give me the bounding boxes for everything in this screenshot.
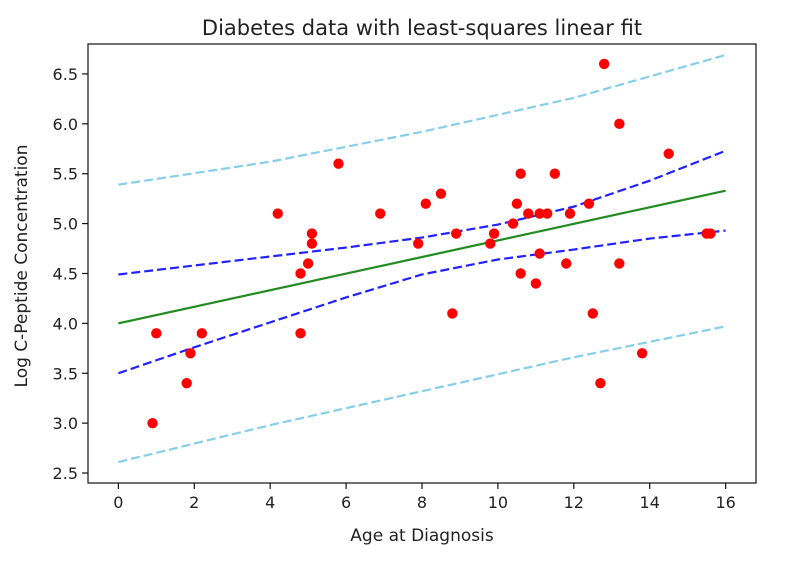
chart-title: Diabetes data with least-squares linear … xyxy=(202,16,642,40)
x-tick-label: 16 xyxy=(715,493,735,512)
x-axis-label: Age at Diagnosis xyxy=(350,526,494,546)
data-point xyxy=(542,208,553,219)
data-point xyxy=(534,208,545,219)
y-tick-label: 5.5 xyxy=(53,165,78,184)
data-point xyxy=(595,378,606,389)
data-point xyxy=(561,258,572,269)
data-point xyxy=(181,378,192,389)
data-point xyxy=(272,208,283,219)
x-tick-label: 8 xyxy=(417,493,427,512)
data-point xyxy=(333,158,344,169)
data-point xyxy=(420,198,431,209)
data-point xyxy=(413,238,424,249)
series-layer xyxy=(118,53,727,464)
y-tick-label: 6.0 xyxy=(53,115,78,134)
data-point xyxy=(196,328,208,339)
x-tick-label: 2 xyxy=(189,493,199,512)
data-point xyxy=(302,258,314,269)
data-point xyxy=(485,238,496,249)
data-point xyxy=(564,208,576,219)
data-point xyxy=(614,118,625,130)
data-point xyxy=(705,228,716,239)
data-point xyxy=(447,308,458,319)
data-point xyxy=(523,208,534,219)
prediction-band-lower xyxy=(118,325,726,464)
data-point xyxy=(515,268,526,279)
y-tick-label: 2.5 xyxy=(53,464,78,483)
data-point xyxy=(185,348,196,359)
y-tick-label: 5.0 xyxy=(53,215,78,234)
data-point xyxy=(306,228,318,239)
x-tick-label: 12 xyxy=(564,493,584,512)
data-point xyxy=(515,168,526,179)
fit-line xyxy=(118,189,726,325)
data-point xyxy=(306,238,318,249)
x-tick-label: 6 xyxy=(341,493,351,512)
y-axis-label: Log C-Peptide Concentration xyxy=(12,145,32,388)
y-tick-label: 3.0 xyxy=(53,414,78,433)
data-point xyxy=(375,208,386,219)
y-tick-label: 3.5 xyxy=(53,364,78,383)
data-point xyxy=(587,308,598,319)
data-point xyxy=(295,268,306,279)
confidence-band-upper xyxy=(118,149,727,276)
data-point xyxy=(549,168,561,179)
plot-frame xyxy=(87,43,757,484)
data-point xyxy=(534,248,545,259)
x-tick-label: 4 xyxy=(265,493,275,512)
prediction-band-upper xyxy=(118,53,726,186)
confidence-band-lower xyxy=(118,229,726,375)
x-tick-label: 14 xyxy=(640,493,660,512)
data-point xyxy=(530,278,542,289)
data-point xyxy=(488,228,500,239)
y-tick-label: 4.5 xyxy=(53,264,78,283)
x-axis: 0 2 4 6 8 10 12 14 16 xyxy=(113,483,736,512)
x-tick-label: 10 xyxy=(488,493,508,512)
data-point xyxy=(507,218,519,229)
data-point xyxy=(435,188,447,199)
data-point xyxy=(636,348,648,359)
y-tick-label: 4.0 xyxy=(53,314,78,333)
data-point xyxy=(583,198,595,209)
data-point xyxy=(614,258,625,269)
plot-area: 0 2 4 6 8 10 12 14 16 2.5 3.0 3.5 4.0 4.5 5.0 5.5 6.0 6.… xyxy=(53,43,757,512)
y-tick-label: 6.5 xyxy=(53,65,78,84)
data-point xyxy=(598,58,610,70)
data-point xyxy=(147,417,158,429)
data-point xyxy=(151,328,162,339)
data-point xyxy=(295,328,306,339)
y-axis: 2.5 3.0 3.5 4.0 4.5 5.0 5.5 6.0 6.5 xyxy=(53,65,88,483)
data-point xyxy=(663,148,674,159)
data-point xyxy=(511,198,523,209)
x-tick-label: 0 xyxy=(113,493,123,512)
data-point xyxy=(450,228,462,239)
